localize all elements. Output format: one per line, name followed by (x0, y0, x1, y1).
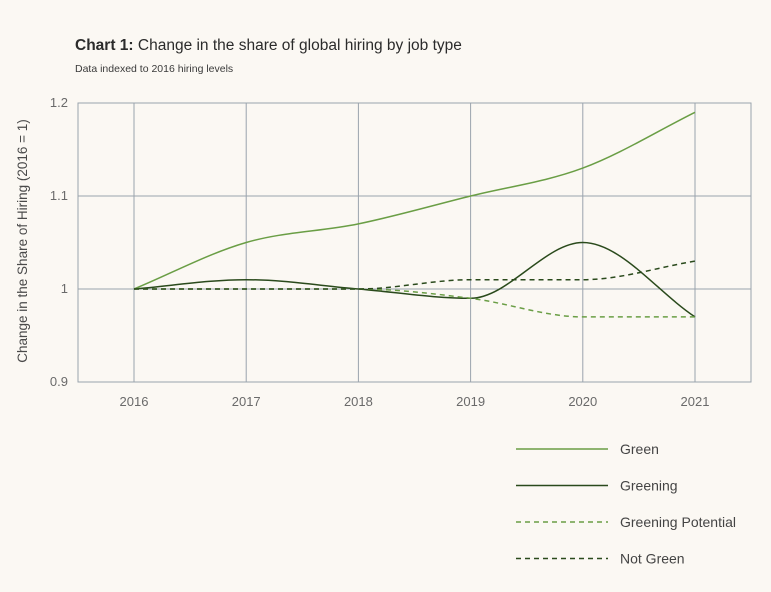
x-tick-label: 2017 (232, 394, 261, 409)
chart-subtitle: Data indexed to 2016 hiring levels (75, 63, 234, 75)
x-tick-label: 2016 (120, 394, 149, 409)
legend-label-greening-potential: Greening Potential (620, 514, 736, 530)
y-tick-label: 0.9 (50, 374, 68, 389)
plot-frame (77, 102, 752, 383)
series-line-greening-potential (134, 288, 695, 318)
grid (77, 102, 752, 383)
x-axis-ticks: 2016 2017 2018 2019 2020 2021 (120, 394, 710, 409)
series-line-not-green (134, 260, 696, 290)
legend-label-green: Green (620, 441, 659, 457)
legend-label-greening: Greening (620, 478, 678, 494)
x-tick-label: 2018 (344, 394, 373, 409)
series-lines (133, 111, 696, 318)
y-tick-label: 1.1 (50, 188, 68, 203)
y-axis-ticks: 0.9 1 1.1 1.2 (50, 95, 68, 389)
x-tick-label: 2019 (456, 394, 485, 409)
y-tick-label: 1.2 (50, 95, 68, 110)
y-axis-label: Change in the Share of Hiring (2016 = 1) (15, 119, 30, 363)
x-tick-label: 2020 (568, 394, 597, 409)
legend: Green Greening Greening Potential Not Green (516, 441, 736, 567)
y-tick-label: 1 (61, 281, 68, 296)
series-line-green (133, 111, 696, 290)
legend-label-not-green: Not Green (620, 551, 685, 567)
chart-title: Chart 1: Change in the share of global h… (75, 37, 462, 55)
chart-title-text: Change in the share of global hiring by … (137, 37, 462, 54)
chart-title-prefix: Chart 1: (75, 37, 134, 54)
x-tick-label: 2021 (681, 394, 710, 409)
series-line-greening (133, 241, 696, 318)
